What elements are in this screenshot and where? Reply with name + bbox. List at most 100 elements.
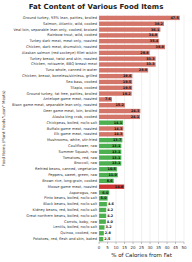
bar bbox=[99, 237, 103, 241]
category-label: Sea bass, cooked bbox=[66, 80, 97, 84]
bar bbox=[99, 202, 107, 206]
bar bbox=[99, 167, 117, 171]
data-label: 33.3 bbox=[146, 57, 155, 61]
bar bbox=[99, 33, 158, 37]
category-label: Turkey dark meat, meat only, roasted bbox=[29, 39, 98, 43]
tick-label: 35 bbox=[156, 245, 162, 250]
data-label: 36.1 bbox=[151, 28, 160, 32]
bar bbox=[99, 138, 122, 142]
data-label: 24.3 bbox=[131, 109, 140, 113]
data-label: 14.8 bbox=[115, 185, 124, 189]
category-label: Peppers, sweet, green, raw bbox=[48, 173, 97, 177]
bar bbox=[99, 214, 106, 218]
data-label: 4.0 bbox=[107, 220, 114, 224]
category-label: Chicken, breast, boneless/skinless, gril… bbox=[22, 74, 97, 78]
tick-label: 25 bbox=[139, 245, 145, 250]
bar bbox=[99, 45, 165, 49]
bar bbox=[99, 155, 121, 159]
bar bbox=[99, 68, 148, 72]
bar bbox=[99, 109, 140, 113]
data-label: 4.2 bbox=[107, 208, 114, 212]
category-label: Ground turkey, 93% lean, patties, broile… bbox=[23, 16, 97, 20]
tick-label: 40 bbox=[164, 245, 170, 250]
category-label: Chicken, rotisserie, BBQ breast meat bbox=[31, 62, 98, 66]
data-label: 13.1 bbox=[112, 144, 121, 148]
bar bbox=[99, 51, 150, 55]
data-label: 14.3 bbox=[114, 132, 123, 136]
tick-label: 15 bbox=[122, 245, 128, 250]
category-label: Ground turkey, fat free, patties, broile… bbox=[27, 92, 98, 96]
data-label: 19.2 bbox=[122, 92, 131, 96]
category-label: Alaska king crab, cooked bbox=[52, 115, 97, 119]
tick-label: 30 bbox=[147, 245, 153, 250]
category-label: Deer game meat, loin, broiled bbox=[43, 109, 97, 113]
tick-label: 5 bbox=[106, 245, 109, 250]
category-label: Refried beans, canned, vegetarian bbox=[35, 167, 97, 171]
bar bbox=[99, 225, 104, 229]
category-label: Salmon, Atlantic, wild, cooked bbox=[43, 22, 97, 26]
grid-line bbox=[167, 15, 168, 242]
category-label: Carrots, baby, raw bbox=[64, 220, 97, 224]
data-label: 2.5 bbox=[104, 237, 111, 241]
category-label: Bison game meat, separable lean only, ro… bbox=[12, 103, 97, 107]
data-label: 14.3 bbox=[114, 127, 123, 131]
category-label: Quinoa, cooked, raw bbox=[60, 231, 97, 235]
bar bbox=[99, 22, 164, 26]
grid-line bbox=[175, 15, 176, 242]
chart: Fat Content of Various Food ItemsFood It… bbox=[0, 0, 192, 262]
x-axis-label: % of Calories from Fat bbox=[111, 252, 172, 258]
data-label: 13.1 bbox=[112, 161, 121, 165]
category-label: Pinto beans, boiled, no/lo salt bbox=[44, 196, 98, 200]
bar bbox=[99, 173, 118, 177]
category-label: Great northern beans, boiled, no/lo salt bbox=[26, 214, 97, 218]
data-label: 19.6 bbox=[123, 74, 132, 78]
bar bbox=[99, 74, 132, 78]
category-label: Asparagus, raw bbox=[69, 191, 97, 195]
x-axis: 05101520253035404550 bbox=[98, 242, 187, 250]
bar bbox=[99, 132, 123, 136]
category-label: Broccoli, raw bbox=[74, 161, 97, 165]
data-label: 35.4 bbox=[150, 39, 159, 43]
data-label: 3.2 bbox=[106, 225, 113, 229]
bar bbox=[99, 190, 109, 194]
category-label: Moose game meat, roasted bbox=[48, 185, 97, 189]
bars bbox=[99, 16, 180, 242]
bar bbox=[99, 16, 180, 20]
category-label: Tomatoes, red, raw bbox=[62, 156, 97, 160]
data-label: 38.8 bbox=[156, 45, 165, 49]
data-label: 34.8 bbox=[149, 33, 158, 37]
data-label: 47.5 bbox=[170, 16, 179, 20]
category-label: Veal loin, separable lean only, cooked, … bbox=[14, 28, 98, 32]
bar bbox=[99, 86, 132, 90]
data-label: 8.6 bbox=[107, 179, 114, 183]
data-label: 29.8 bbox=[140, 51, 149, 55]
bar bbox=[99, 62, 156, 66]
data-label: 14.1 bbox=[114, 121, 123, 125]
tick-label: 45 bbox=[173, 245, 179, 250]
bar bbox=[99, 208, 106, 212]
category-label: Potatoes, red, flesh and skin, baked bbox=[33, 237, 97, 241]
grid bbox=[99, 15, 184, 242]
bar bbox=[99, 120, 123, 124]
bar bbox=[99, 80, 132, 84]
bar bbox=[99, 179, 114, 183]
y-axis-label: Food Items (Plant Foods"Lean" Meats) bbox=[1, 90, 6, 166]
category-label: Antelope game meat, roasted bbox=[43, 97, 97, 101]
category-label: Tilapia, cooked bbox=[69, 86, 97, 90]
data-label: 10.5 bbox=[108, 167, 117, 171]
data-label: 4.6 bbox=[108, 202, 115, 206]
category-label: Lentils, boiled, no/lo salt bbox=[53, 225, 97, 229]
bar bbox=[99, 39, 159, 43]
data-label: 28.9 bbox=[139, 68, 148, 72]
category-label: Rainbow trout, wild, cooked bbox=[47, 33, 97, 37]
bar bbox=[99, 56, 156, 60]
tick-label: 50 bbox=[181, 245, 187, 250]
category-label: Buffalo game meat, roasted bbox=[47, 127, 97, 131]
category-label: Brown rice, long-grain, cooked bbox=[42, 179, 97, 183]
bar bbox=[99, 144, 121, 148]
tick-label: 20 bbox=[131, 245, 137, 250]
tick-label: 0 bbox=[98, 245, 101, 250]
data-label: 15.2 bbox=[116, 103, 125, 107]
data-label: 2.8 bbox=[105, 231, 112, 235]
bar bbox=[99, 126, 123, 130]
